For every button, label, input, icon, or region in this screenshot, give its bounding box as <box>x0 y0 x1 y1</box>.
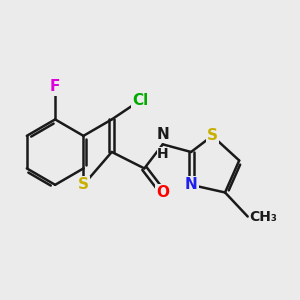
Text: O: O <box>156 185 169 200</box>
Text: H: H <box>157 147 169 160</box>
Text: S: S <box>207 128 218 143</box>
Text: S: S <box>78 177 89 192</box>
Text: Cl: Cl <box>132 93 148 108</box>
Text: F: F <box>50 80 60 94</box>
Text: CH₃: CH₃ <box>249 209 277 224</box>
Text: N: N <box>185 177 197 192</box>
Text: N: N <box>156 127 169 142</box>
